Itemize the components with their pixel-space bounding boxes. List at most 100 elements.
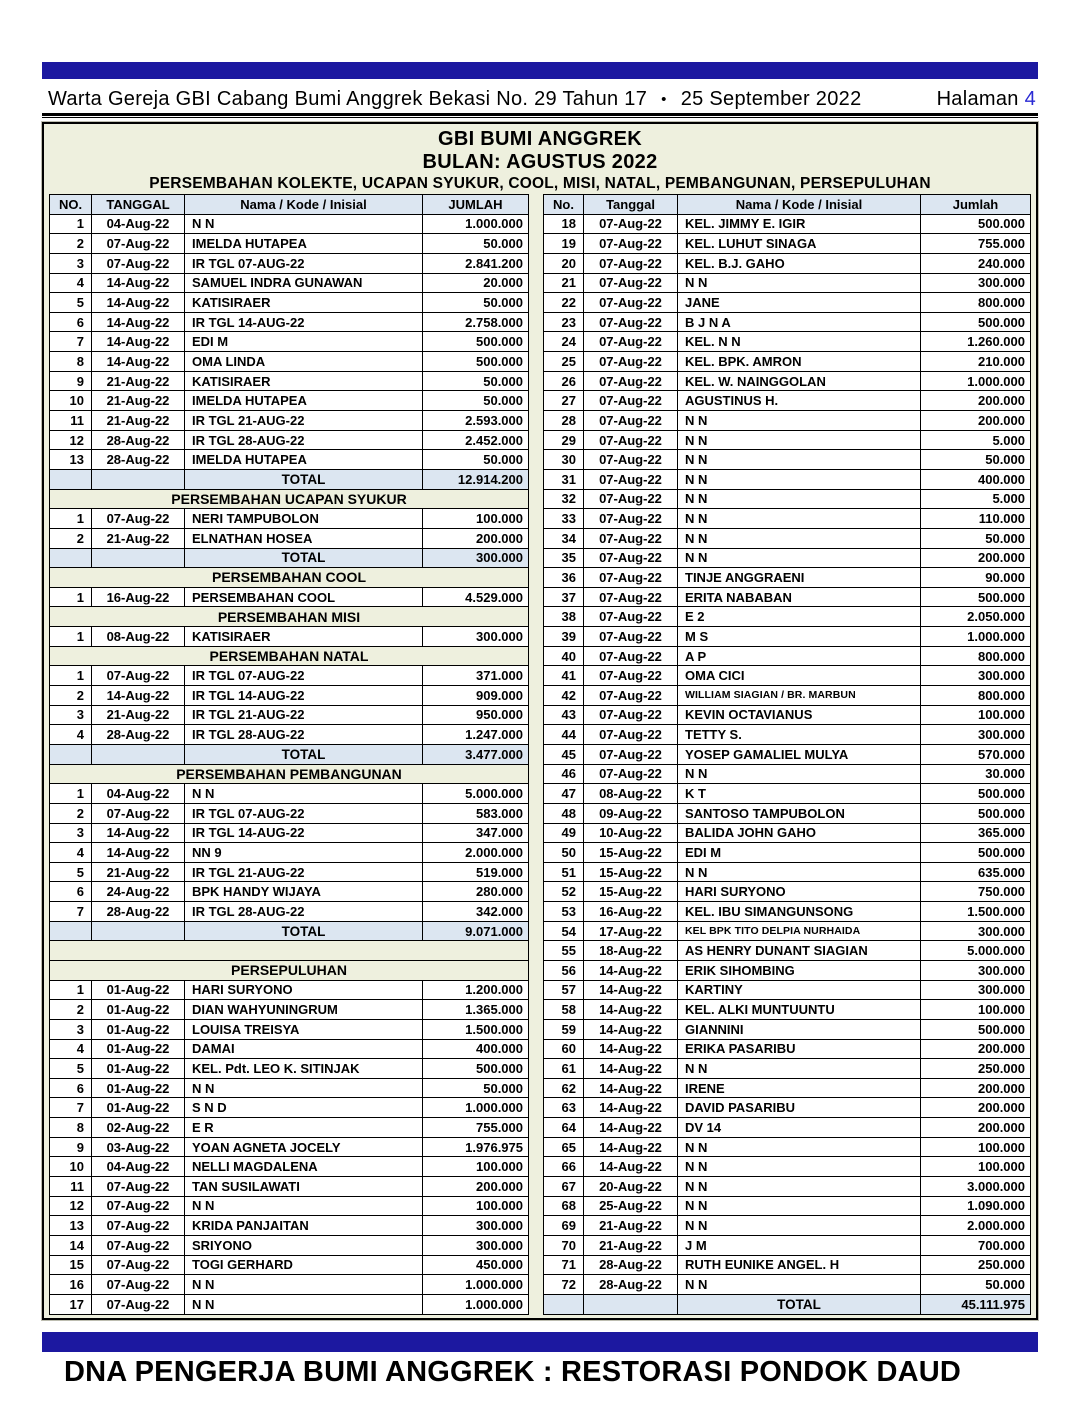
row-number-cell: 25 (543, 351, 584, 372)
table-row: 6 24-Aug-22 BPK HANDY WIJAYA 280.000 (49, 881, 529, 903)
row-number-cell: 2 (49, 685, 92, 706)
date-cell: 14-Aug-22 (583, 979, 678, 1001)
date-cell: 15-Aug-22 (583, 881, 678, 903)
amount-cell: 280.000 (422, 881, 529, 903)
amount-cell: 800.000 (920, 685, 1031, 706)
amount-cell: 50.000 (422, 292, 529, 313)
name-cell: OMA CICI (677, 665, 921, 687)
date-cell: 07-Aug-22 (91, 1254, 185, 1276)
row-number-cell: 21 (543, 272, 584, 294)
name-cell: IR TGL 21-AUG-22 (184, 861, 423, 883)
row-number-cell: 1 (49, 213, 92, 235)
date-cell: 07-Aug-22 (583, 213, 678, 235)
section-title-cell: PERSEMBAHAN MISI (49, 606, 529, 628)
section-header-row: PERSEMBAHAN PEMBANGUNAN (49, 763, 529, 785)
row-number-cell: 1 (49, 508, 92, 529)
table-row: 37 07-Aug-22 ERITA NABABAN 500.000 (543, 586, 1031, 608)
name-cell: IR TGL 14-AUG-22 (184, 685, 423, 706)
amount-cell: 950.000 (422, 704, 529, 726)
amount-cell: 365.000 (920, 822, 1031, 844)
date-cell: 14-Aug-22 (91, 272, 185, 294)
table-row: 12 07-Aug-22 N N 100.000 (49, 1195, 529, 1217)
name-cell: IR TGL 21-AUG-22 (184, 410, 423, 431)
date-cell: 21-Aug-22 (583, 1215, 678, 1236)
amount-cell: 300.000 (920, 272, 1031, 294)
table-row: 4 14-Aug-22 NN 9 2.000.000 (49, 842, 529, 863)
name-cell: AGUSTINUS H. (677, 390, 921, 412)
section-title-cell: PERSEMBAHAN UCAPAN SYUKUR (49, 488, 529, 510)
table-row: 3 07-Aug-22 IR TGL 07-AUG-22 2.841.200 (49, 252, 529, 274)
row-number-cell: 14 (49, 1234, 92, 1256)
name-cell: N N (677, 410, 921, 431)
table-row: 33 07-Aug-22 N N 110.000 (543, 508, 1031, 529)
table-row: 9 21-Aug-22 KATISIRAER 50.000 (49, 370, 529, 392)
name-cell: KRIDA PANJAITAN (184, 1215, 423, 1236)
row-number-cell: 2 (49, 233, 92, 254)
table-row: 71 28-Aug-22 RUTH EUNIKE ANGEL. H 250.000 (543, 1254, 1031, 1276)
amount-cell: 300.000 (920, 724, 1031, 745)
date-cell: 21-Aug-22 (91, 410, 185, 431)
name-cell: N N (184, 1274, 423, 1295)
table-row: 23 07-Aug-22 B J N A 500.000 (543, 311, 1031, 333)
table-row: 52 15-Aug-22 HARI SURYONO 750.000 (543, 881, 1031, 903)
table-row: 2 07-Aug-22 IMELDA HUTAPEA 50.000 (49, 233, 529, 254)
empty-cell (91, 743, 185, 765)
table-row: 27 07-Aug-22 AGUSTINUS H. 200.000 (543, 390, 1031, 412)
amount-cell: 30.000 (920, 763, 1031, 785)
row-number-cell: 62 (543, 1077, 584, 1099)
amount-cell: 90.000 (920, 567, 1031, 588)
name-cell: S N D (184, 1097, 423, 1119)
row-number-cell: 41 (543, 665, 584, 687)
amount-cell: 200.000 (920, 1038, 1031, 1060)
amount-cell: 500.000 (920, 586, 1031, 608)
row-number-cell: 1 (49, 586, 92, 608)
name-cell: KEL. Pdt. LEO K. SITINJAK (184, 1058, 423, 1079)
column-header: NO. (49, 194, 92, 215)
amount-cell: 570.000 (920, 743, 1031, 765)
row-number-cell: 56 (543, 959, 584, 981)
row-number-cell: 11 (49, 410, 92, 431)
amount-cell: 50.000 (422, 233, 529, 254)
amount-cell: 519.000 (422, 861, 529, 883)
amount-cell: 5.000.000 (422, 783, 529, 804)
amount-cell: 200.000 (422, 1176, 529, 1197)
name-cell: IRENE (677, 1077, 921, 1099)
amount-cell: 635.000 (920, 861, 1031, 883)
date-cell: 01-Aug-22 (91, 999, 185, 1020)
date-cell: 07-Aug-22 (583, 665, 678, 687)
date-cell: 16-Aug-22 (583, 901, 678, 922)
table-row: 38 07-Aug-22 E 2 2.050.000 (543, 606, 1031, 628)
name-cell: NELLI MAGDALENA (184, 1156, 423, 1178)
amount-cell: 750.000 (920, 881, 1031, 903)
masthead: Warta Gereja GBI Cabang Bumi Anggrek Bek… (48, 84, 1036, 114)
name-cell: M S (677, 626, 921, 647)
table-row: 28 07-Aug-22 N N 200.000 (543, 410, 1031, 431)
row-number-cell: 44 (543, 724, 584, 745)
date-cell: 07-Aug-22 (91, 1215, 185, 1236)
date-cell: 01-Aug-22 (91, 1058, 185, 1079)
name-cell: N N (184, 783, 423, 804)
date-cell: 17-Aug-22 (583, 920, 678, 942)
amount-cell: 5.000 (920, 429, 1031, 451)
date-cell: 14-Aug-22 (91, 842, 185, 863)
table-row: 10 04-Aug-22 NELLI MAGDALENA 100.000 (49, 1156, 529, 1178)
date-cell: 01-Aug-22 (91, 1018, 185, 1040)
row-number-cell: 39 (543, 626, 584, 647)
date-cell: 07-Aug-22 (91, 508, 185, 529)
name-cell: B J N A (677, 311, 921, 333)
date-cell: 28-Aug-22 (91, 724, 185, 745)
table-row: 7 14-Aug-22 EDI M 500.000 (49, 331, 529, 353)
row-number-cell: 23 (543, 311, 584, 333)
empty-cell (91, 547, 185, 569)
page-indicator: Halaman 4 (937, 88, 1036, 111)
date-cell: 07-Aug-22 (583, 233, 678, 254)
date-cell: 07-Aug-22 (583, 331, 678, 353)
row-number-cell: 35 (543, 547, 584, 569)
column-header: Jumlah (920, 194, 1031, 215)
table-row: 2 21-Aug-22 ELNATHAN HOSEA 200.000 (49, 527, 529, 549)
amount-cell: 110.000 (920, 508, 1031, 529)
table-row: 70 21-Aug-22 J M 700.000 (543, 1234, 1031, 1256)
section-title-cell: PERSEMBAHAN NATAL (49, 645, 529, 667)
date-cell: 07-Aug-22 (583, 468, 678, 490)
row-number-cell: 67 (543, 1176, 584, 1197)
